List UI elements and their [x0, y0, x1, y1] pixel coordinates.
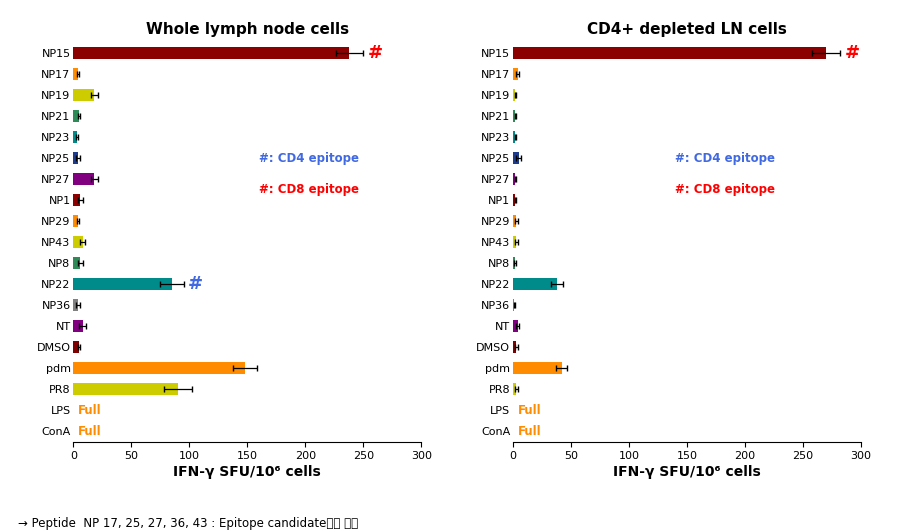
Text: ▪ Whole T cell response: ▪ Whole T cell response — [92, 485, 249, 498]
Bar — [73, 383, 178, 395]
Bar — [73, 152, 78, 164]
Bar — [73, 342, 79, 353]
Text: #: # — [188, 275, 203, 293]
Bar — [73, 89, 94, 101]
Bar — [513, 173, 516, 185]
Bar — [73, 257, 81, 269]
Bar — [513, 194, 516, 206]
Text: : NP22: : NP22 — [92, 508, 138, 521]
Bar — [73, 110, 79, 122]
Bar — [513, 342, 517, 353]
Bar — [73, 173, 94, 185]
Bar — [513, 300, 514, 311]
X-axis label: IFN-γ SFU/10⁶ cells: IFN-γ SFU/10⁶ cells — [173, 466, 322, 479]
Bar — [513, 320, 518, 332]
Bar — [513, 383, 517, 395]
Bar — [513, 236, 517, 248]
Text: ▪ CD8+ T cell response: ▪ CD8+ T cell response — [531, 485, 684, 498]
Text: #: CD8 epitope: #: CD8 epitope — [259, 183, 359, 196]
Title: Whole lymph node cells: Whole lymph node cells — [146, 22, 349, 37]
Text: : NP15: : NP15 — [531, 508, 578, 521]
Text: #: # — [845, 44, 860, 62]
Text: → Peptide  NP 17, 25, 27, 36, 43 : Epitope candidate에서 제외: → Peptide NP 17, 25, 27, 36, 43 : Epitop… — [18, 518, 358, 530]
Bar — [513, 131, 516, 143]
Bar — [513, 257, 516, 269]
Bar — [513, 215, 517, 227]
Text: (SFU > 50): (SFU > 50) — [629, 509, 690, 519]
Bar — [73, 215, 78, 227]
Text: #: # — [368, 44, 383, 62]
Bar — [73, 236, 82, 248]
Bar — [73, 300, 78, 311]
Bar — [513, 89, 516, 101]
Text: #: CD8 epitope: #: CD8 epitope — [675, 183, 776, 196]
Bar — [73, 47, 349, 59]
Bar — [73, 194, 81, 206]
Title: CD4+ depleted LN cells: CD4+ depleted LN cells — [587, 22, 787, 37]
Bar — [513, 110, 516, 122]
Bar — [513, 362, 562, 374]
Text: Full: Full — [78, 404, 102, 417]
Text: (SFU > 50): (SFU > 50) — [190, 509, 250, 519]
Bar — [73, 131, 77, 143]
X-axis label: IFN-γ SFU/10⁶ cells: IFN-γ SFU/10⁶ cells — [613, 466, 761, 479]
Text: #: CD4 epitope: #: CD4 epitope — [675, 152, 776, 164]
Bar — [513, 68, 518, 80]
Bar — [73, 320, 82, 332]
Bar — [513, 278, 557, 290]
Text: #: CD4 epitope: #: CD4 epitope — [259, 152, 359, 164]
Bar — [73, 68, 78, 80]
Text: Full: Full — [518, 404, 541, 417]
Bar — [73, 278, 172, 290]
Bar — [513, 47, 826, 59]
Bar — [513, 152, 518, 164]
Text: Full: Full — [78, 425, 102, 437]
Bar — [73, 362, 245, 374]
Text: Full: Full — [518, 425, 541, 437]
